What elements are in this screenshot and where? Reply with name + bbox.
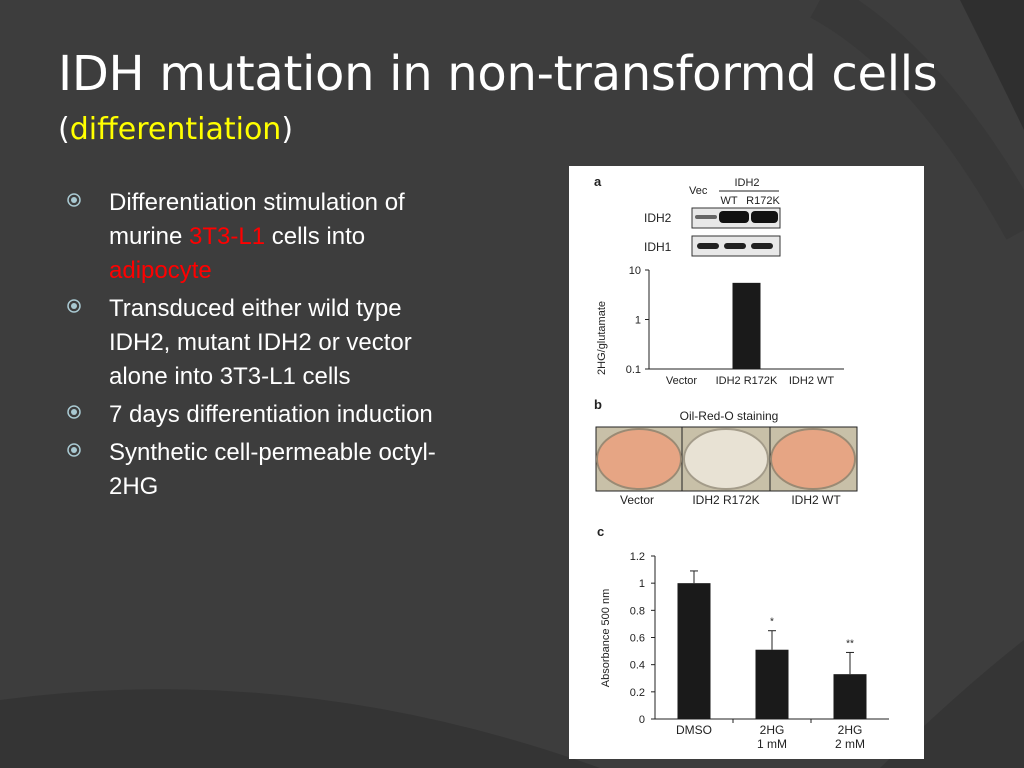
well-label: IDH2 WT — [791, 493, 841, 507]
chart-c-category-label: DMSO — [676, 723, 712, 737]
panel-b-label: b — [594, 397, 602, 412]
chart-c-tick-label: 0.8 — [630, 605, 645, 617]
panel-c-label: c — [597, 524, 604, 539]
chart-c-tick-label: 0 — [639, 714, 645, 726]
well-label: IDH2 R172K — [692, 493, 759, 507]
chart-c-tick-label: 0.6 — [630, 633, 645, 645]
bullet-text: 7 days differentiation induction — [109, 401, 433, 428]
blot-group-label: IDH2 — [734, 177, 759, 189]
blot-row-label: IDH1 — [644, 240, 672, 254]
adipocyte-highlight: adipocyte — [109, 257, 212, 284]
well-idh2-wt — [770, 428, 856, 490]
subtitle-open: ( — [58, 112, 70, 147]
bullet-item: Synthetic cell-permeable octyl-2HG — [66, 436, 466, 504]
blot-wt-label: WT — [720, 195, 737, 207]
bullet-circle-icon — [67, 193, 81, 207]
panel-a-label: a — [594, 174, 602, 189]
research-figure: a Vec IDH2 WT R172K IDH2 IDH1 2HG/glutam… — [569, 166, 924, 759]
bullet-text-part: Differentiation stimulation of murine — [109, 189, 405, 250]
chart-c-significance-label: ** — [846, 638, 854, 649]
chart-2hg-glutamate: 2HG/glutamate 10 1 0.1 Vector IDH2 R172K IDH2… — [596, 265, 844, 387]
blot-band — [697, 243, 719, 249]
slide-subtitle: (differentiation) — [58, 112, 293, 147]
chart-a-category-label: Vector — [666, 375, 698, 387]
bullet-circle-icon — [67, 299, 81, 313]
chart-c-ylabel: Absorbance 500 nm — [600, 589, 612, 687]
bullet-item: 7 days differentiation induction — [66, 398, 466, 432]
chart-c-category-label: 2 mM — [835, 737, 865, 751]
blot-vec-label: Vec — [689, 185, 708, 197]
blot-band — [724, 243, 746, 249]
chart-c-category-label: 2HG — [760, 723, 785, 737]
chart-c-significance-label: * — [770, 617, 774, 628]
blot-band — [751, 211, 778, 223]
chart-a-tick-label: 10 — [629, 265, 641, 277]
staining-title: Oil-Red-O staining — [680, 409, 779, 423]
figure-canvas: a Vec IDH2 WT R172K IDH2 IDH1 2HG/glutam… — [594, 174, 889, 751]
bullet-circle-icon — [67, 443, 81, 457]
well-vector — [596, 428, 682, 490]
blot-band — [751, 243, 773, 249]
bullet-text-part: cells into — [265, 223, 366, 250]
bullet-text: Synthetic cell-permeable octyl-2HG — [109, 439, 436, 500]
subtitle-close: ) — [281, 112, 294, 147]
chart-c-tick-label: 0.2 — [630, 687, 645, 699]
bullet-item: Transduced either wild type IDH2, mutant… — [66, 292, 466, 394]
chart-a-category-label: IDH2 R172K — [716, 375, 778, 387]
chart-c-tick-label: 1 — [639, 578, 645, 590]
cell-line-highlight: 3T3-L1 — [189, 223, 266, 250]
chart-a-bar — [732, 282, 761, 369]
bullet-text: Transduced either wild type IDH2, mutant… — [109, 295, 412, 390]
well-idh2-r172k — [683, 428, 769, 490]
blot-band — [719, 211, 749, 223]
chart-c-category-label: 1 mM — [757, 737, 787, 751]
slide-title: IDH mutation in non-transformd cells — [58, 46, 938, 102]
chart-a-tick-label: 1 — [635, 315, 641, 327]
chart-a-tick-label: 0.1 — [626, 364, 641, 376]
chart-c-tick-label: 0.4 — [630, 660, 645, 672]
bullet-circle-icon — [67, 405, 81, 419]
blot-row-label: IDH2 — [644, 211, 672, 225]
chart-c-bar — [833, 674, 867, 719]
well-label: Vector — [620, 493, 654, 507]
chart-a-category-label: IDH2 WT — [789, 375, 835, 387]
chart-absorbance: Absorbance 500 nm 1.2 1 0.8 0.6 0.4 0.2 0 DMSO *… — [600, 551, 889, 751]
chart-c-bar — [677, 583, 711, 719]
bullet-item: Differentiation stimulation of murine 3T… — [66, 186, 466, 288]
blot-band — [695, 215, 717, 219]
chart-c-category-label: 2HG — [838, 723, 863, 737]
subtitle-highlight: differentiation — [69, 112, 282, 147]
chart-a-ylabel: 2HG/glutamate — [596, 301, 608, 375]
bullet-list: Differentiation stimulation of murine 3T… — [66, 186, 466, 508]
chart-c-bar — [755, 649, 789, 719]
chart-c-tick-label: 1.2 — [630, 551, 645, 563]
blot-mut-label: R172K — [746, 195, 780, 207]
